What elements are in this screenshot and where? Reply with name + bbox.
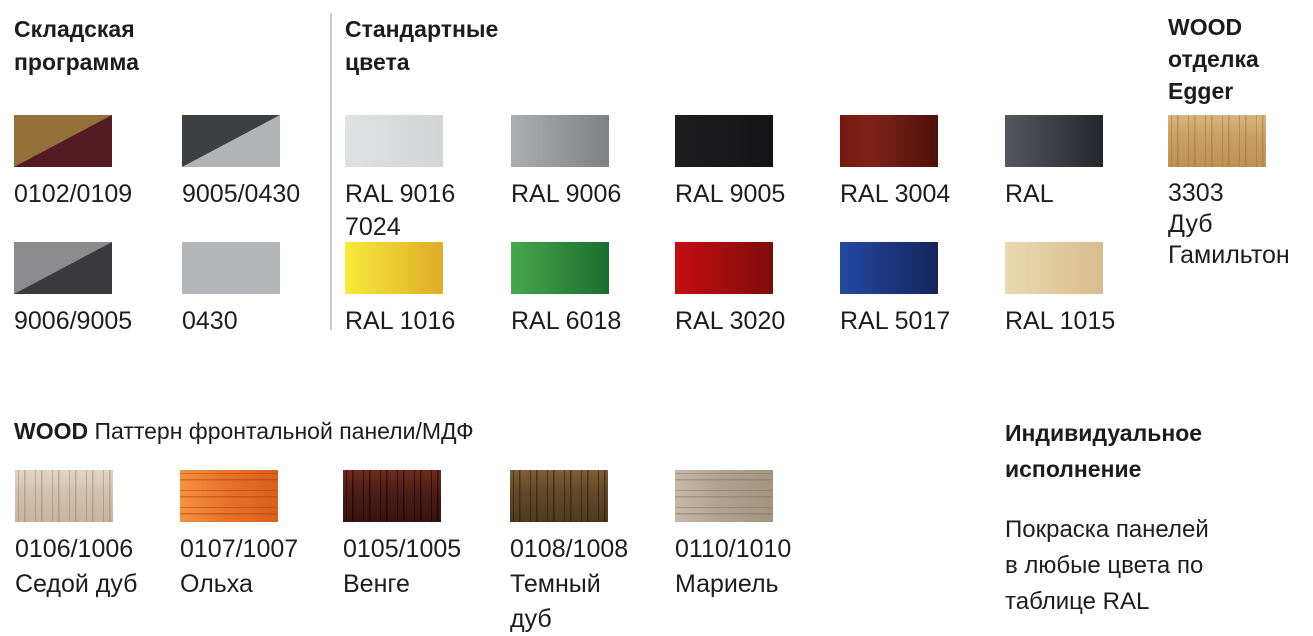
- swatch-label: RAL 9005: [675, 180, 786, 208]
- title-line: цвета: [345, 49, 410, 75]
- swatch-label: Темный: [510, 570, 601, 598]
- swatch-label: 7024: [345, 213, 401, 241]
- swatch-label: RAL 1015: [1005, 307, 1116, 335]
- custom-execution-text: Покраска панелей в любые цвета по таблиц…: [1005, 512, 1209, 620]
- swatch-label: 0105/1005: [343, 535, 462, 563]
- swatch-label: RAL 6018: [511, 307, 622, 335]
- color-swatch-ral-5017: [840, 242, 938, 294]
- wood-swatch-0108-1008: [510, 470, 608, 522]
- swatch-label: RAL 3004: [840, 180, 951, 208]
- swatch-cell-ral-3004: RAL 3004: [840, 115, 1000, 211]
- swatch-label: RAL 3020: [675, 307, 786, 335]
- swatch-cell-9006-9005: 9006/9005: [14, 242, 174, 338]
- swatch-cell-0106-1006-grey-oak: 0106/1006 Седой дуб: [15, 470, 175, 602]
- wood-swatch-0107-1007: [180, 470, 278, 522]
- swatch-cell-ral-1015: RAL 1015: [1005, 242, 1165, 338]
- swatch-cell-0110-1010-mariel: 0110/1010 Мариель: [675, 470, 835, 602]
- swatch-cell-ral-5017: RAL 5017: [840, 242, 1000, 338]
- swatch-label: RAL 5017: [840, 307, 951, 335]
- title-line: Складская: [14, 16, 135, 42]
- body-line: в любые цвета по: [1005, 552, 1204, 579]
- swatch-label: 9005/0430: [182, 180, 301, 208]
- custom-execution-title: Индивидуальное исполнение: [1005, 415, 1202, 487]
- standard-colors-title: Стандартные цвета: [345, 13, 498, 79]
- color-swatch-ral-3004: [840, 115, 938, 167]
- swatch-label: Мариель: [675, 570, 779, 598]
- title-regular-part: Паттерн фронтальной панели/МДФ: [88, 418, 474, 444]
- color-swatch-9006-9005: [14, 242, 112, 294]
- swatch-cell-0108-1008-dark-oak: 0108/1008 Темный дуб: [510, 470, 670, 636]
- color-swatch-0430: [182, 242, 280, 294]
- title-line: отделка: [1168, 46, 1259, 72]
- swatch-cell-ral-6018: RAL 6018: [511, 242, 671, 338]
- swatch-label: 0107/1007: [180, 535, 299, 563]
- swatch-label: 9006/9005: [14, 307, 133, 335]
- swatch-cell-ral-9016: RAL 9016 7024: [345, 115, 505, 244]
- swatch-label: дуб: [510, 605, 552, 633]
- color-swatch-ral-6018: [511, 242, 609, 294]
- color-swatch-ral-9006: [511, 115, 609, 167]
- swatch-cell-3303-oak-hamilton: 3303 Дуб Гамильтон: [1168, 115, 1313, 271]
- wood-egger-title: WOOD отделка Egger: [1168, 11, 1259, 107]
- swatch-label: 0102/0109: [14, 180, 133, 208]
- body-line: Покраска панелей: [1005, 516, 1209, 543]
- warehouse-program-title: Складская программа: [14, 13, 139, 79]
- swatch-label: RAL: [1005, 180, 1054, 208]
- color-swatch-ral-3020: [675, 242, 773, 294]
- swatch-label: Гамильтон: [1168, 241, 1290, 269]
- swatch-cell-ral-3020: RAL 3020: [675, 242, 835, 338]
- swatch-label: Седой дуб: [15, 570, 138, 598]
- swatch-cell-0430: 0430: [182, 242, 342, 338]
- wood-swatch-0106-1006: [15, 470, 113, 522]
- swatch-label: 0108/1008: [510, 535, 629, 563]
- body-line: таблице RAL: [1005, 588, 1150, 615]
- title-line: WOOD: [1168, 14, 1243, 40]
- swatch-cell-ral: RAL: [1005, 115, 1165, 211]
- swatch-label: Дуб: [1168, 210, 1213, 238]
- color-swatch-0102-0109: [14, 115, 112, 167]
- swatch-label: Ольха: [180, 570, 253, 598]
- title-line: исполнение: [1005, 456, 1142, 482]
- wood-pattern-title: WOOD Паттерн фронтальной панели/МДФ: [14, 415, 474, 448]
- color-swatch-ral-1016: [345, 242, 443, 294]
- swatch-cell-9005-0430: 9005/0430: [182, 115, 342, 211]
- wood-swatch-3303: [1168, 115, 1266, 167]
- swatch-cell-ral-1016: RAL 1016: [345, 242, 505, 338]
- swatch-label: 0110/1010: [675, 535, 792, 563]
- color-swatch-ral-9005: [675, 115, 773, 167]
- swatch-label: 0106/1006: [15, 535, 134, 563]
- title-bold-part: WOOD: [14, 418, 89, 444]
- color-swatch-ral-9016: [345, 115, 443, 167]
- swatch-label: 3303: [1168, 179, 1224, 207]
- title-line: Индивидуальное: [1005, 420, 1203, 446]
- color-swatch-9005-0430: [182, 115, 280, 167]
- wood-swatch-0105-1005: [343, 470, 441, 522]
- swatch-label: 0430: [182, 307, 238, 335]
- section-divider: [330, 13, 332, 330]
- swatch-cell-0105-1005-wenge: 0105/1005 Венге: [343, 470, 503, 602]
- swatch-cell-ral-9005: RAL 9005: [675, 115, 835, 211]
- title-line: программа: [14, 49, 139, 75]
- wood-swatch-0110-1010: [675, 470, 773, 522]
- swatch-cell-0107-1007-alder: 0107/1007 Ольха: [180, 470, 340, 602]
- swatch-label: Венге: [343, 570, 410, 598]
- color-swatch-ral: [1005, 115, 1103, 167]
- swatch-label: RAL 1016: [345, 307, 456, 335]
- title-line: Стандартные: [345, 16, 499, 42]
- title-line: Egger: [1168, 78, 1234, 104]
- color-swatch-ral-1015: [1005, 242, 1103, 294]
- swatch-cell-0102-0109: 0102/0109: [14, 115, 174, 211]
- swatch-label: RAL 9006: [511, 180, 622, 208]
- swatch-cell-ral-9006: RAL 9006: [511, 115, 671, 211]
- swatch-label: RAL 9016: [345, 180, 456, 208]
